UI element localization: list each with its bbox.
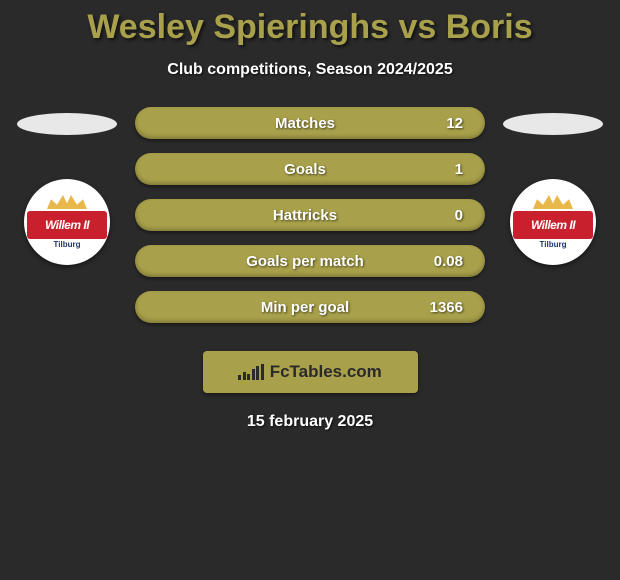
right-player-column: Willem II Tilburg [503,107,603,265]
stat-label: Goals [187,161,423,178]
right-team-city: Tilburg [540,240,567,249]
stats-column: Matches 12 Goals 1 Hattricks 0 Goals per… [135,107,485,323]
crest-band: Willem II [27,211,107,239]
crown-icon [47,195,87,209]
left-team-city: Tilburg [54,240,81,249]
stat-value: 0.08 [423,253,463,270]
crest-band: Willem II [513,211,593,239]
stat-value: 0 [423,207,463,224]
stat-value: 1366 [423,299,463,316]
stat-label: Matches [187,115,423,132]
subtitle: Club competitions, Season 2024/2025 [0,61,620,79]
comparison-infographic: Wesley Spieringhs vs Boris Club competit… [0,0,620,431]
left-player-avatar-placeholder [17,113,117,135]
crown-icon [533,195,573,209]
stat-bar-goals-per-match: Goals per match 0.08 [135,245,485,277]
stat-bar-goals: Goals 1 [135,153,485,185]
main-row: Willem II Tilburg Matches 12 Goals 1 Hat… [0,107,620,323]
stat-bar-hattricks: Hattricks 0 [135,199,485,231]
stat-bar-min-per-goal: Min per goal 1366 [135,291,485,323]
stat-label: Goals per match [187,253,423,270]
right-team-name: Willem II [531,218,575,232]
chart-bars-icon [238,364,264,380]
stat-value: 12 [423,115,463,132]
stat-label: Hattricks [187,207,423,224]
page-title: Wesley Spieringhs vs Boris [0,8,620,47]
stat-label: Min per goal [187,299,423,316]
left-player-column: Willem II Tilburg [17,107,117,265]
footer-date: 15 february 2025 [0,413,620,431]
stat-value: 1 [423,161,463,178]
left-team-crest: Willem II Tilburg [24,179,110,265]
stat-bar-matches: Matches 12 [135,107,485,139]
right-team-crest: Willem II Tilburg [510,179,596,265]
footer-brand-box: FcTables.com [203,351,418,393]
right-player-avatar-placeholder [503,113,603,135]
left-team-name: Willem II [45,218,89,232]
footer-brand-text: FcTables.com [270,362,382,382]
